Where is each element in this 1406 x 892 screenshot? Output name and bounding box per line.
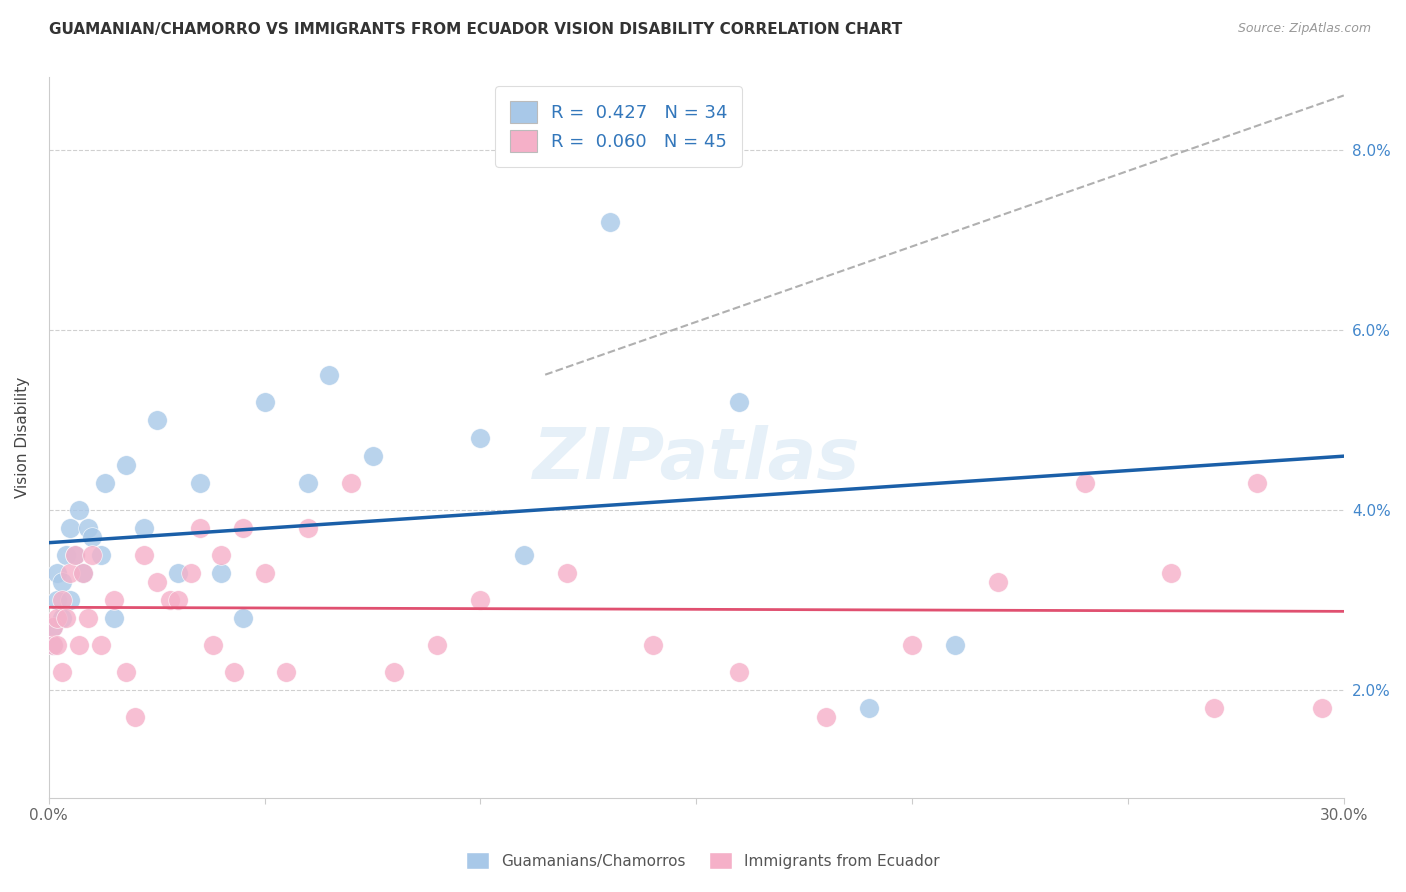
Point <box>224 665 246 679</box>
Point <box>42 620 65 634</box>
Point <box>46 593 69 607</box>
Point <box>72 566 94 580</box>
Point <box>253 566 276 580</box>
Point <box>72 566 94 580</box>
Point <box>426 638 449 652</box>
Point <box>599 214 621 228</box>
Point <box>180 566 202 580</box>
Point <box>1310 701 1333 715</box>
Point <box>51 574 73 589</box>
Point <box>470 431 492 445</box>
Text: ZIPatlas: ZIPatlas <box>533 425 860 494</box>
Point <box>55 548 77 562</box>
Text: GUAMANIAN/CHAMORRO VS IMMIGRANTS FROM ECUADOR VISION DISABILITY CORRELATION CHAR: GUAMANIAN/CHAMORRO VS IMMIGRANTS FROM EC… <box>49 22 903 37</box>
Point <box>1074 475 1097 490</box>
Point <box>159 593 181 607</box>
Point <box>276 665 298 679</box>
Point <box>1204 701 1226 715</box>
Point <box>1160 566 1182 580</box>
Point <box>63 548 86 562</box>
Point <box>80 548 103 562</box>
Point <box>76 611 98 625</box>
Point <box>67 638 90 652</box>
Point <box>132 521 155 535</box>
Point <box>167 593 190 607</box>
Point <box>209 566 232 580</box>
Point <box>46 566 69 580</box>
Point <box>132 548 155 562</box>
Point <box>42 638 65 652</box>
Point <box>167 566 190 580</box>
Point <box>55 611 77 625</box>
Point <box>51 665 73 679</box>
Point <box>94 475 117 490</box>
Point <box>382 665 405 679</box>
Point <box>1246 475 1268 490</box>
Point <box>51 593 73 607</box>
Point <box>512 548 534 562</box>
Point <box>76 521 98 535</box>
Point <box>188 475 211 490</box>
Point <box>253 394 276 409</box>
Point <box>232 611 254 625</box>
Point <box>90 548 112 562</box>
Point <box>188 521 211 535</box>
Point <box>145 574 167 589</box>
Point <box>901 638 924 652</box>
Y-axis label: Vision Disability: Vision Disability <box>15 377 30 499</box>
Point <box>643 638 665 652</box>
Point <box>51 611 73 625</box>
Point <box>115 458 138 472</box>
Point <box>124 710 146 724</box>
Point <box>80 530 103 544</box>
Point <box>470 593 492 607</box>
Point <box>145 413 167 427</box>
Text: Source: ZipAtlas.com: Source: ZipAtlas.com <box>1237 22 1371 36</box>
Point <box>63 548 86 562</box>
Point <box>42 620 65 634</box>
Point <box>318 368 340 382</box>
Point <box>46 611 69 625</box>
Point <box>59 593 82 607</box>
Point <box>943 638 966 652</box>
Point <box>201 638 224 652</box>
Point <box>59 566 82 580</box>
Point <box>209 548 232 562</box>
Point <box>728 665 751 679</box>
Point <box>728 394 751 409</box>
Point <box>340 475 363 490</box>
Point <box>555 566 578 580</box>
Point <box>46 638 69 652</box>
Legend: R =  0.427   N = 34, R =  0.060   N = 45: R = 0.427 N = 34, R = 0.060 N = 45 <box>495 87 742 167</box>
Point <box>361 449 384 463</box>
Point <box>103 611 125 625</box>
Point <box>90 638 112 652</box>
Point <box>297 475 319 490</box>
Point <box>103 593 125 607</box>
Point <box>814 710 837 724</box>
Point <box>67 503 90 517</box>
Point <box>232 521 254 535</box>
Legend: Guamanians/Chamorros, Immigrants from Ecuador: Guamanians/Chamorros, Immigrants from Ec… <box>460 846 946 875</box>
Point <box>987 574 1010 589</box>
Point <box>297 521 319 535</box>
Point <box>42 638 65 652</box>
Point <box>59 521 82 535</box>
Point <box>858 701 880 715</box>
Point <box>115 665 138 679</box>
